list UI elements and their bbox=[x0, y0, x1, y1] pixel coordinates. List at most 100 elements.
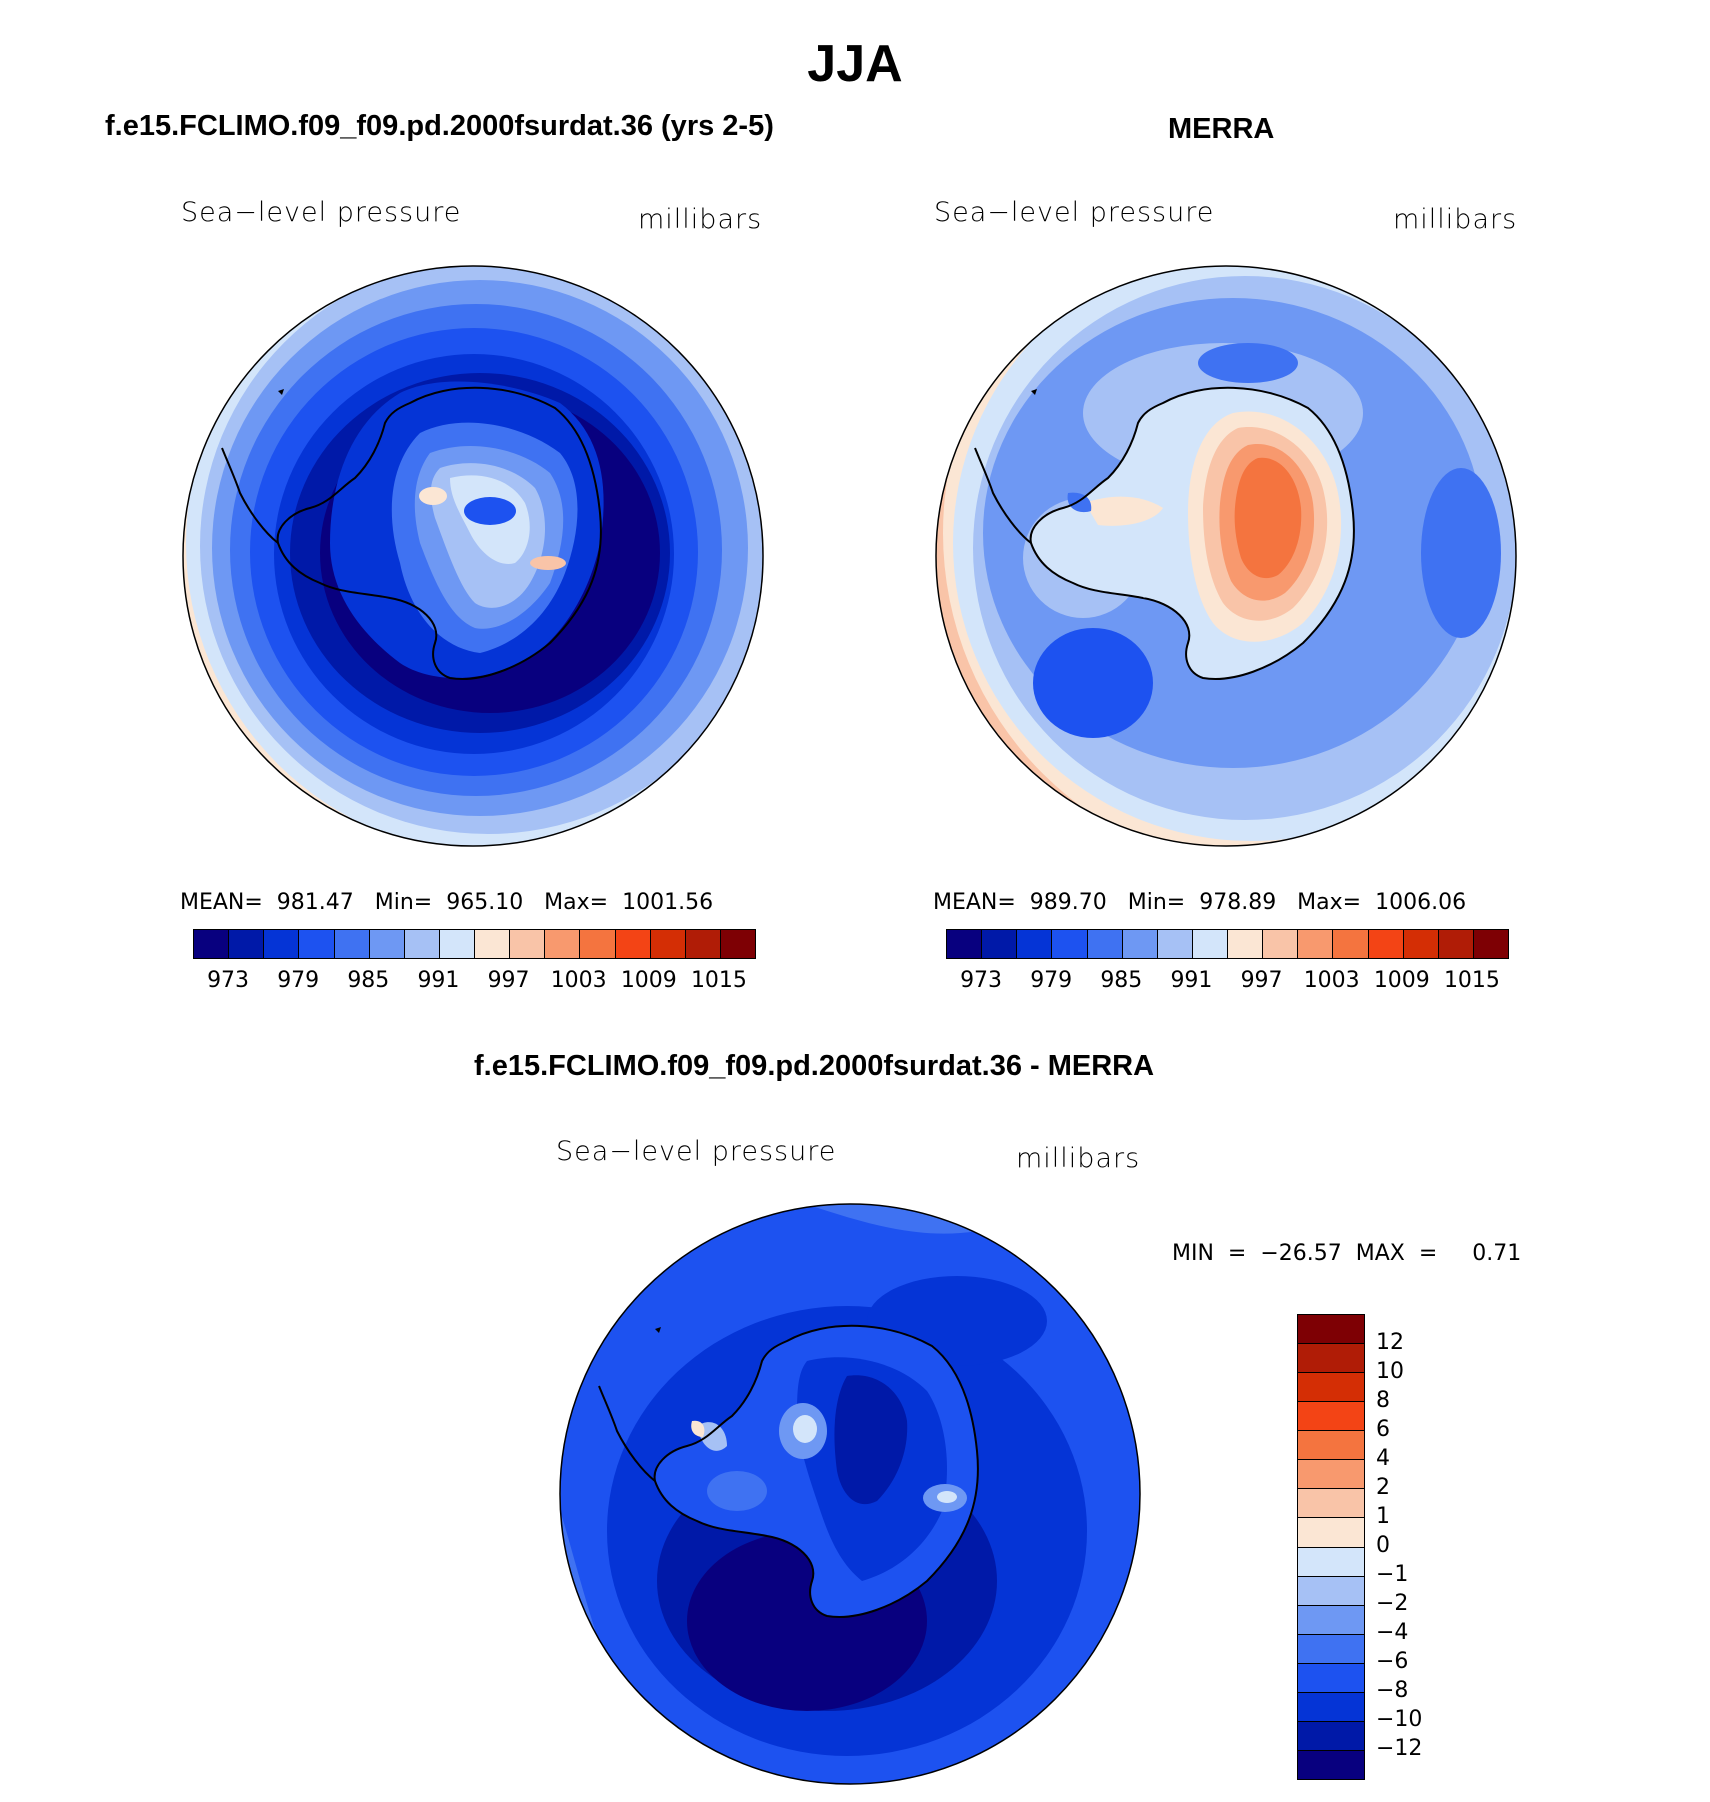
colorbar-tick-label: 2 bbox=[1376, 1475, 1390, 1500]
colorbar-tick-label: 997 bbox=[1240, 968, 1283, 993]
colorbar-segment bbox=[1298, 1518, 1364, 1548]
colorbar-tick-label: 1003 bbox=[550, 968, 607, 993]
colorbar-segment bbox=[947, 930, 983, 958]
colorbar-segment bbox=[1298, 1663, 1364, 1693]
colorbar-tick-label: 1015 bbox=[690, 968, 747, 993]
panel-3-colorbar bbox=[1297, 1314, 1365, 1780]
panel-2-stats: MEAN= 989.70 Min= 978.89 Max= 1006.06 bbox=[933, 890, 1467, 915]
colorbar-segment bbox=[369, 930, 405, 958]
colorbar-segment bbox=[1192, 930, 1228, 958]
colorbar-segment bbox=[1087, 930, 1123, 958]
colorbar-segment bbox=[1157, 930, 1193, 958]
panel-2-colorbar bbox=[946, 929, 1509, 959]
colorbar-segment bbox=[1403, 930, 1439, 958]
panel-1-colorbar bbox=[193, 929, 756, 959]
colorbar-tick-label: −4 bbox=[1376, 1620, 1409, 1645]
panel-1-stats: MEAN= 981.47 Min= 965.10 Max= 1001.56 bbox=[180, 890, 714, 915]
colorbar-segment bbox=[1473, 930, 1508, 958]
colorbar-tick-label: 985 bbox=[347, 968, 390, 993]
colorbar-segment bbox=[1368, 930, 1404, 958]
panel-1-colorbar-labels: 973 979 985 991 997 1003 1009 1015 bbox=[193, 968, 754, 994]
colorbar-tick-label: 1003 bbox=[1303, 968, 1360, 993]
colorbar-segment bbox=[1298, 1344, 1364, 1374]
colorbar-segment bbox=[510, 930, 546, 958]
colorbar-segment bbox=[334, 930, 370, 958]
panel-1-units-label: millibars bbox=[638, 204, 763, 235]
colorbar-tick-label: 991 bbox=[417, 968, 460, 993]
panel-2-variable-label: Sea−level pressure bbox=[934, 197, 1215, 228]
colorbar-tick-label: 8 bbox=[1376, 1388, 1390, 1413]
colorbar-tick-label: 0 bbox=[1376, 1533, 1390, 1558]
panel-3-stats: MIN = −26.57 MAX = 0.71 bbox=[1172, 1241, 1522, 1266]
colorbar-tick-label: 4 bbox=[1376, 1446, 1390, 1471]
colorbar-segment bbox=[229, 930, 265, 958]
colorbar-segment bbox=[299, 930, 335, 958]
panel-1-title: f.e15.FCLIMO.f09_f09.pd.2000fsurdat.36 (… bbox=[105, 110, 774, 142]
colorbar-segment bbox=[1298, 1750, 1364, 1779]
colorbar-segment bbox=[1122, 930, 1158, 958]
colorbar-tick-label: 12 bbox=[1376, 1330, 1404, 1355]
colorbar-tick-label: 1015 bbox=[1443, 968, 1500, 993]
panel-3-colorbar-labels: 12 10 8 6 4 2 1 0 −1 −2 −4 −6 −8 −10 −12 bbox=[1376, 1314, 1466, 1778]
colorbar-segment bbox=[1298, 1605, 1364, 1635]
panel-3-polar-map bbox=[559, 1203, 1141, 1785]
colorbar-segment bbox=[545, 930, 581, 958]
colorbar-tick-label: −2 bbox=[1376, 1591, 1409, 1616]
colorbar-segment bbox=[580, 930, 616, 958]
colorbar-segment bbox=[615, 930, 651, 958]
colorbar-segment bbox=[685, 930, 721, 958]
colorbar-segment bbox=[194, 930, 230, 958]
colorbar-segment bbox=[1438, 930, 1474, 958]
colorbar-segment bbox=[475, 930, 511, 958]
colorbar-segment bbox=[1298, 1402, 1364, 1432]
panel-2-polar-map bbox=[935, 265, 1517, 847]
colorbar-tick-label: 973 bbox=[960, 968, 1003, 993]
colorbar-segment bbox=[1052, 930, 1088, 958]
colorbar-tick-label: 6 bbox=[1376, 1417, 1390, 1442]
colorbar-segment bbox=[1298, 1489, 1364, 1519]
panel-1-polar-map bbox=[182, 265, 764, 847]
colorbar-segment bbox=[439, 930, 475, 958]
colorbar-segment bbox=[1298, 1576, 1364, 1606]
panel-2-colorbar-labels: 973 979 985 991 997 1003 1009 1015 bbox=[946, 968, 1507, 994]
colorbar-segment bbox=[264, 930, 300, 958]
colorbar-segment bbox=[1298, 1634, 1364, 1664]
colorbar-segment bbox=[720, 930, 755, 958]
colorbar-segment bbox=[1298, 1460, 1364, 1490]
colorbar-segment bbox=[1298, 1373, 1364, 1403]
colorbar-segment bbox=[1298, 1315, 1364, 1345]
panel-1-variable-label: Sea−level pressure bbox=[181, 197, 462, 228]
main-title: JJA bbox=[807, 35, 903, 93]
colorbar-tick-label: 985 bbox=[1100, 968, 1143, 993]
colorbar-tick-label: 1 bbox=[1376, 1504, 1390, 1529]
colorbar-tick-label: 991 bbox=[1170, 968, 1213, 993]
colorbar-tick-label: 973 bbox=[207, 968, 250, 993]
colorbar-segment bbox=[1298, 1547, 1364, 1577]
colorbar-tick-label: −6 bbox=[1376, 1649, 1409, 1674]
panel-2-title: MERRA bbox=[1168, 113, 1275, 145]
colorbar-segment bbox=[1298, 930, 1334, 958]
panel-3-units-label: millibars bbox=[1016, 1143, 1141, 1174]
colorbar-tick-label: 1009 bbox=[1373, 968, 1430, 993]
colorbar-segment bbox=[650, 930, 686, 958]
colorbar-segment bbox=[404, 930, 440, 958]
panel-2-units-label: millibars bbox=[1393, 204, 1518, 235]
colorbar-segment bbox=[1017, 930, 1053, 958]
panel-3-title: f.e15.FCLIMO.f09_f09.pd.2000fsurdat.36 -… bbox=[474, 1050, 1155, 1082]
colorbar-tick-label: −8 bbox=[1376, 1678, 1409, 1703]
colorbar-tick-label: 997 bbox=[487, 968, 530, 993]
colorbar-tick-label: 979 bbox=[277, 968, 320, 993]
colorbar-segment bbox=[1298, 1431, 1364, 1461]
colorbar-tick-label: 10 bbox=[1376, 1359, 1404, 1384]
colorbar-segment bbox=[1333, 930, 1369, 958]
colorbar-segment bbox=[1298, 1721, 1364, 1751]
panel-3-variable-label: Sea−level pressure bbox=[556, 1136, 837, 1167]
colorbar-tick-label: 1009 bbox=[620, 968, 677, 993]
colorbar-segment bbox=[1298, 1692, 1364, 1722]
colorbar-tick-label: 979 bbox=[1030, 968, 1073, 993]
colorbar-tick-label: −1 bbox=[1376, 1562, 1409, 1587]
colorbar-tick-label: −12 bbox=[1376, 1736, 1423, 1761]
colorbar-segment bbox=[982, 930, 1018, 958]
colorbar-tick-label: −10 bbox=[1376, 1707, 1423, 1732]
colorbar-segment bbox=[1263, 930, 1299, 958]
